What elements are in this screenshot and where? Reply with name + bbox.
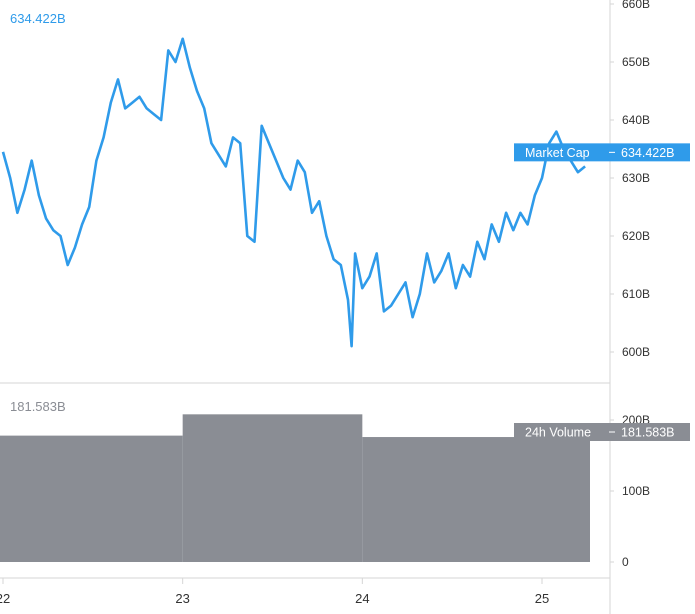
volume-tick-label: 0: [622, 555, 629, 569]
x-tick-label: 22: [0, 591, 10, 606]
volume-bar-23: [182, 414, 363, 562]
volume-tag-name: 24h Volume: [525, 426, 591, 440]
price-tick-label: 610B: [622, 287, 650, 301]
x-tick-label: 24: [355, 591, 369, 606]
volume-bar-22: [0, 435, 183, 562]
market-cap-tag-name: Market Cap: [525, 146, 590, 160]
price-tick-label: 650B: [622, 55, 650, 69]
volume-tick-label: 100B: [622, 484, 650, 498]
volume-tag: [514, 423, 690, 441]
price-tick-label: 660B: [622, 0, 650, 11]
volume-bar-25: [542, 437, 590, 562]
price-tick-label: 630B: [622, 171, 650, 185]
current-volume-label: 181.583B: [10, 399, 66, 414]
x-tick-label: 25: [535, 591, 549, 606]
price-tick-label: 600B: [622, 345, 650, 359]
volume-tag-value: 181.583B: [621, 426, 675, 440]
price-tick-label: 640B: [622, 113, 650, 127]
current-market-cap-label: 634.422B: [10, 11, 66, 26]
volume-bar-24: [362, 437, 542, 562]
market-cap-tag-value: 634.422B: [621, 146, 675, 160]
price-tick-label: 620B: [622, 229, 650, 243]
x-tick-label: 23: [175, 591, 189, 606]
market-cap-tag: [514, 143, 690, 162]
market-cap-line[interactable]: [1, 37, 586, 348]
